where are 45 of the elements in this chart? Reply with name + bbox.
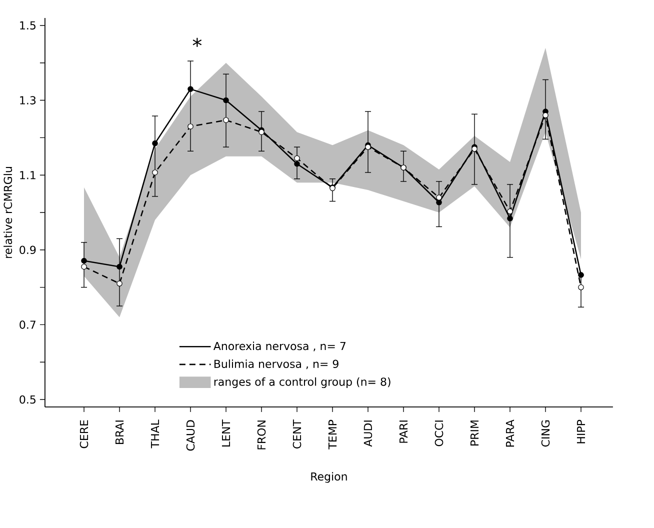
y-tick-label: 1.3 bbox=[20, 96, 36, 104]
x-tick-label: TEMP bbox=[328, 420, 337, 450]
legend-label: Anorexia nervosa , n= 7 bbox=[213, 342, 346, 352]
y-tick-label: 0.5 bbox=[20, 395, 36, 404]
legend-label: ranges of a control group (n= 8) bbox=[214, 377, 390, 388]
y-tick-label: 0.7 bbox=[20, 320, 36, 329]
point bbox=[294, 160, 300, 167]
point bbox=[152, 140, 158, 146]
y-tick-label: 1.1 bbox=[20, 171, 36, 180]
x-tick-label: PARI bbox=[399, 420, 408, 443]
x-tick-label: OCCI bbox=[434, 420, 444, 446]
point bbox=[81, 264, 87, 270]
point bbox=[188, 124, 194, 130]
x-tick-label: PARA bbox=[506, 420, 514, 447]
annotation: * bbox=[192, 38, 202, 47]
x-tick-label: LENT bbox=[222, 419, 230, 446]
point bbox=[223, 97, 229, 104]
point bbox=[578, 284, 584, 290]
point bbox=[294, 155, 300, 162]
point bbox=[116, 280, 122, 286]
point bbox=[436, 194, 442, 200]
point bbox=[223, 117, 229, 124]
x-tick-label: CING bbox=[541, 420, 550, 447]
x-tick-label: THAL bbox=[151, 420, 160, 448]
x-tick-label: CAUD bbox=[186, 420, 195, 451]
y-axis-title: relative rCMRGlu bbox=[4, 167, 12, 258]
x-tick-label: CENT bbox=[292, 420, 302, 448]
point bbox=[507, 216, 513, 222]
point bbox=[542, 112, 548, 118]
point bbox=[116, 264, 122, 270]
x-tick-label: AUDI bbox=[364, 420, 372, 447]
legend-label: Bulimia nervosa , n= 9 bbox=[214, 360, 338, 370]
point bbox=[188, 86, 194, 92]
x-tick-label: PRIM bbox=[470, 420, 479, 446]
point bbox=[507, 208, 513, 214]
point bbox=[578, 272, 584, 278]
x-tick-label: HIPP bbox=[576, 420, 586, 444]
x-tick-label: BRAI bbox=[116, 420, 124, 444]
x-tick-label: FRON bbox=[257, 420, 266, 450]
x-tick-label: CERE bbox=[80, 420, 88, 448]
x-axis-title: Region bbox=[311, 472, 347, 483]
point bbox=[81, 258, 87, 264]
y-tick-label: 0.9 bbox=[20, 246, 36, 254]
point bbox=[152, 170, 158, 176]
y-tick-label: 1.5 bbox=[20, 21, 36, 30]
